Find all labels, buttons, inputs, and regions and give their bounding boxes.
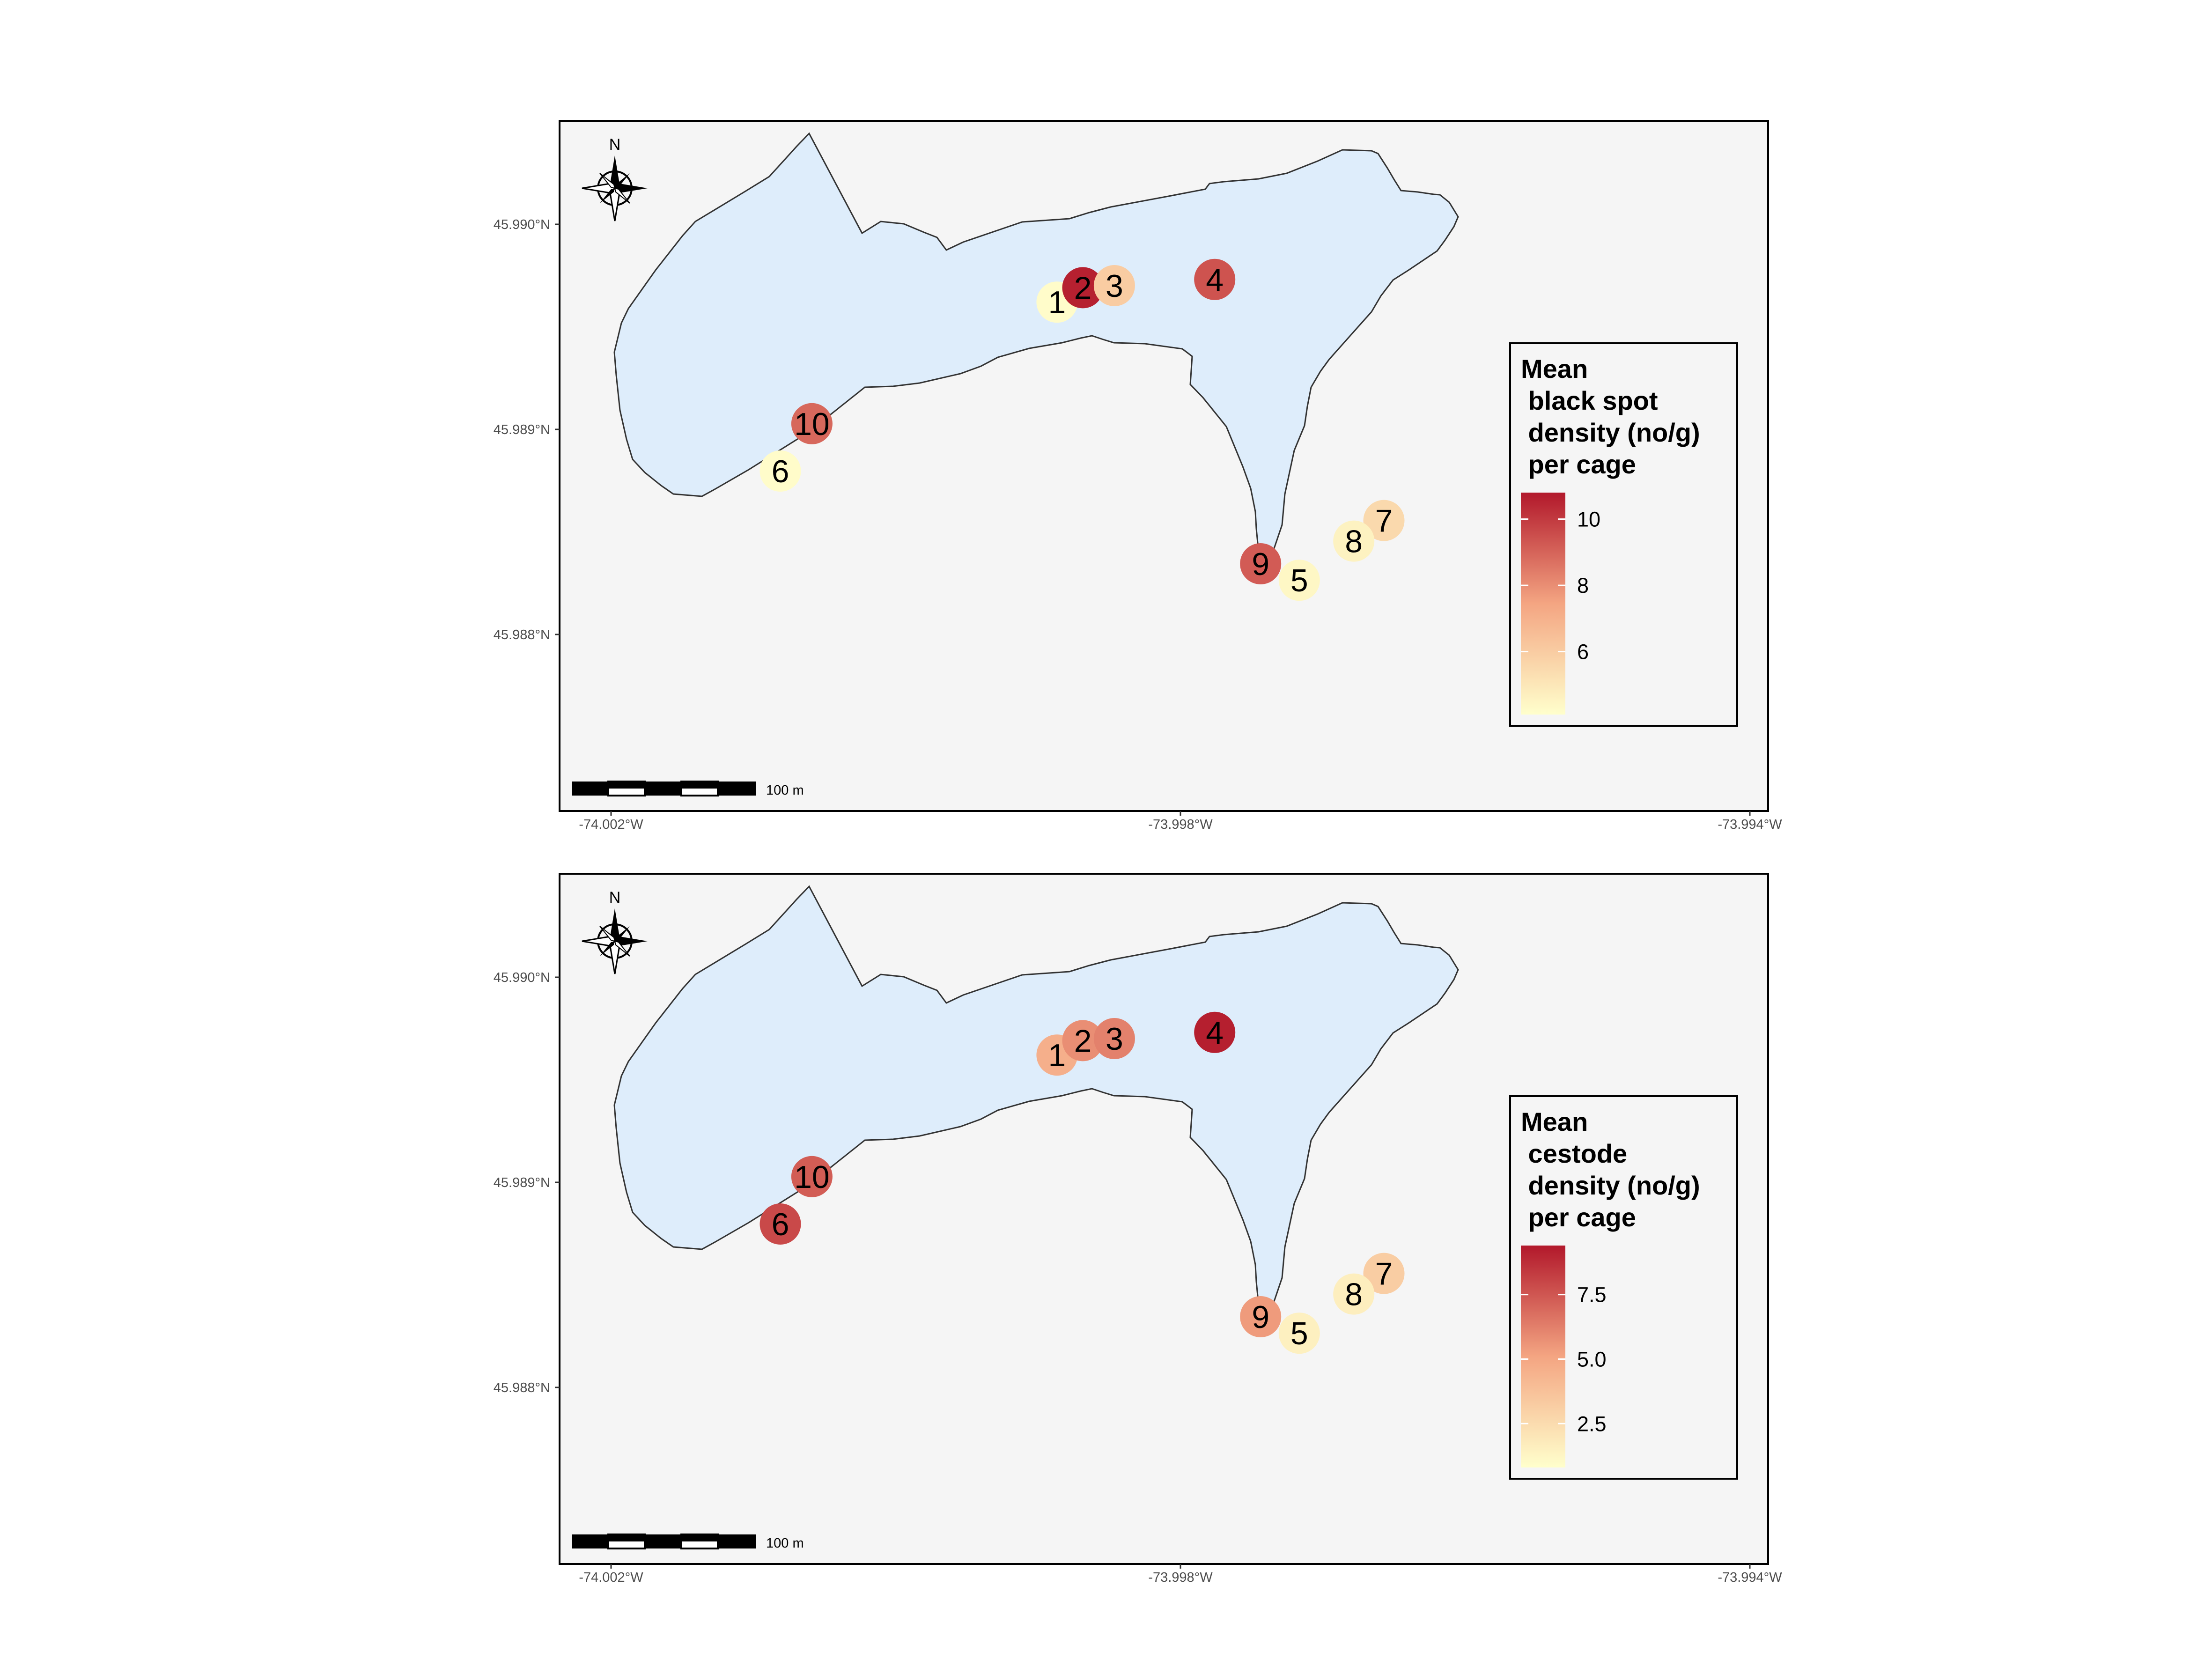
site-point: [759, 450, 801, 492]
scale-bar-label: 100 m: [766, 1536, 804, 1551]
site-label: 5: [1290, 563, 1308, 598]
site-point: [791, 1156, 833, 1197]
y-axis: 45.990°N 45.989°N 45.988°N: [494, 217, 560, 642]
legend-title-line: Mean: [1521, 1107, 1588, 1136]
site-label: 2: [1074, 270, 1092, 306]
legend-title: Mean cestode density (no/g) per cage: [1521, 1107, 1700, 1232]
legend-colorbar: [1521, 1246, 1565, 1467]
site-labels-layer: 1 2 3 4 5 6 78 9 10: [772, 1015, 1393, 1351]
legend-title: Mean black spot density (no/g) per cage: [1521, 354, 1700, 479]
legend-title-line: density (no/g): [1521, 418, 1700, 447]
north-arrow: N: [582, 136, 648, 221]
x-tick-label: -74.002°W: [579, 817, 643, 832]
site-label: 5: [1290, 1316, 1308, 1351]
map-panel-2: N 100 m 1 2 3 4 5 6 78 9 10: [494, 873, 1782, 1585]
site-label: 2: [1074, 1023, 1092, 1059]
site-label: 3: [1106, 268, 1123, 304]
legend: Mean cestode density (no/g) per cage 7.5…: [1509, 1095, 1738, 1480]
site-label: 7: [1375, 503, 1393, 539]
y-axis: 45.990°N 45.989°N 45.988°N: [494, 970, 560, 1395]
scale-bar: 100 m: [572, 1534, 804, 1551]
legend-title-line: cestode: [1521, 1139, 1627, 1168]
site-label: 4: [1206, 262, 1224, 298]
site-points-layer: [759, 1011, 1405, 1354]
legend-tick-label: 7.5: [1577, 1283, 1607, 1307]
site-label: 8: [1345, 524, 1363, 560]
scale-bar: 100 m: [572, 781, 804, 798]
site-point: [1278, 1312, 1320, 1354]
scale-bar-label: 100 m: [766, 783, 804, 798]
site-point: [1240, 543, 1282, 584]
legend-tick-label: 6: [1577, 640, 1589, 664]
legend-title-line: per cage: [1521, 1202, 1636, 1232]
legend-tick-label: 8: [1577, 574, 1589, 597]
legend-title-line: Mean: [1521, 354, 1588, 383]
site-label: 1: [1048, 1038, 1066, 1073]
site-point: [1194, 1011, 1236, 1053]
site-label: 6: [772, 1207, 789, 1242]
north-arrow-label: N: [609, 136, 621, 154]
x-tick-label: -74.002°W: [579, 1570, 643, 1585]
site-label: 10: [794, 406, 830, 442]
site-label: 9: [1252, 1299, 1269, 1335]
y-tick-label: 45.990°N: [494, 970, 550, 985]
site-point: [1363, 1253, 1405, 1294]
x-axis: -74.002°W -73.998°W -73.994°W: [579, 811, 1782, 832]
site-point: [791, 403, 833, 444]
site-point: [1194, 258, 1236, 300]
y-tick-label: 45.989°N: [494, 1175, 550, 1190]
legend-title-line: per cage: [1521, 450, 1636, 479]
site-point: [1278, 560, 1320, 601]
site-label: 10: [794, 1159, 830, 1195]
legend-title-line: black spot: [1521, 386, 1658, 415]
site-label: 9: [1252, 546, 1269, 582]
legend: Mean black spot density (no/g) per cage …: [1509, 342, 1738, 727]
legend-title-line: density (no/g): [1521, 1171, 1700, 1200]
compass-rose-icon: [582, 155, 648, 221]
y-tick-label: 45.990°N: [494, 217, 550, 232]
site-label: 8: [1345, 1277, 1363, 1312]
x-tick-label: -73.994°W: [1718, 1570, 1782, 1585]
site-label: 7: [1375, 1256, 1393, 1292]
site-point: [1093, 265, 1135, 306]
legend-tick-label: 5.0: [1577, 1348, 1607, 1371]
site-point: [1062, 1020, 1104, 1062]
legend-ticks: 10 8 6: [1521, 508, 1600, 664]
legend-colorbar: [1521, 493, 1565, 715]
y-tick-label: 45.988°N: [494, 1380, 550, 1395]
site-point: [759, 1203, 801, 1245]
site-label: 1: [1048, 285, 1066, 320]
site-point: [1333, 520, 1375, 562]
y-tick-label: 45.989°N: [494, 422, 550, 437]
site-label: 6: [772, 454, 789, 489]
legend-tick-label: 2.5: [1577, 1412, 1607, 1436]
site-point: [1093, 1018, 1135, 1059]
legend-tick-label: 10: [1577, 508, 1600, 531]
site-point: [1062, 267, 1104, 309]
x-axis: -74.002°W -73.998°W -73.994°W: [579, 1564, 1782, 1585]
compass-rose-icon: [582, 908, 648, 974]
site-point: [1363, 500, 1405, 541]
x-tick-label: -73.998°W: [1148, 1570, 1213, 1585]
legend-ticks: 7.5 5.0 2.5: [1521, 1283, 1607, 1436]
x-tick-label: -73.998°W: [1148, 817, 1213, 832]
site-point: [1333, 1273, 1375, 1315]
north-arrow-label: N: [609, 889, 621, 907]
x-tick-label: -73.994°W: [1718, 817, 1782, 832]
site-label: 4: [1206, 1015, 1224, 1051]
site-labels-layer: 1 2 3 4 5 6 78 9 10: [772, 262, 1393, 598]
site-label: 3: [1106, 1021, 1123, 1057]
y-tick-label: 45.988°N: [494, 627, 550, 642]
north-arrow: N: [582, 889, 648, 974]
site-point: [1240, 1296, 1282, 1337]
site-points-layer: [759, 258, 1405, 601]
